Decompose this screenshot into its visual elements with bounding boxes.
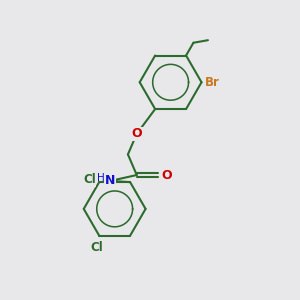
Text: O: O bbox=[161, 169, 172, 182]
Text: Br: Br bbox=[205, 76, 219, 89]
Text: O: O bbox=[131, 127, 142, 140]
Text: N: N bbox=[105, 174, 116, 188]
Text: Cl: Cl bbox=[83, 173, 96, 186]
Text: Cl: Cl bbox=[90, 241, 103, 254]
Text: H: H bbox=[97, 173, 105, 183]
